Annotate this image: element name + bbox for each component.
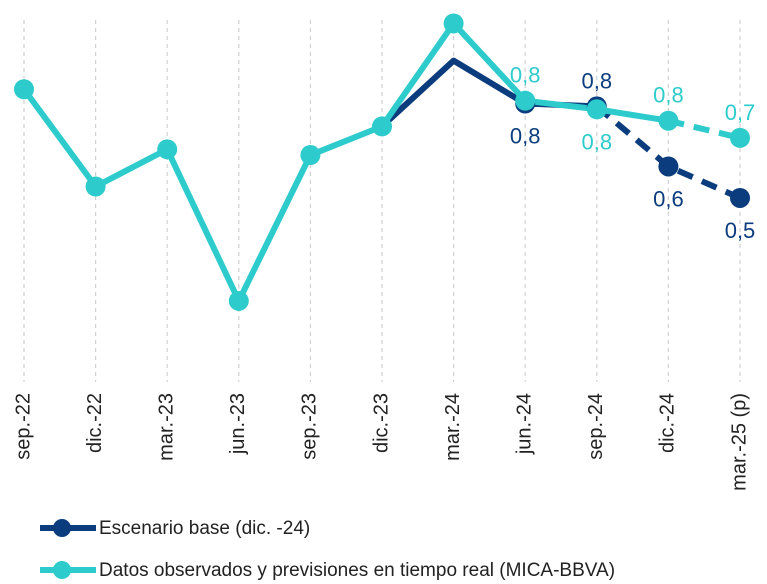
series-line <box>21 20 669 304</box>
marker <box>85 176 106 197</box>
x-tick-label: mar.-25 (p) <box>728 393 750 491</box>
marker <box>658 156 679 177</box>
value-label: 0,6 <box>653 186 684 211</box>
x-tick-label: sep.-23 <box>299 393 321 460</box>
value-label: 0,8 <box>510 124 541 149</box>
marker <box>443 13 464 34</box>
value-label: 0,8 <box>653 83 684 108</box>
x-tick-label: dic.-23 <box>370 393 392 453</box>
x-tick-label: jun.-23 <box>227 393 249 455</box>
value-label: 0,8 <box>582 68 613 93</box>
legend-label: Datos observados y previsiones en tiempo… <box>99 560 615 581</box>
legend-marker <box>53 561 71 579</box>
series-line <box>379 57 597 129</box>
x-tick-label: mar.-24 <box>442 393 464 461</box>
marker <box>730 127 750 148</box>
marker <box>14 79 34 100</box>
x-tick-label: jun.-24 <box>513 393 535 455</box>
x-tick-label: dic.-24 <box>657 393 679 453</box>
marker <box>586 99 607 120</box>
value-label: 0,7 <box>725 100 756 125</box>
marker <box>157 139 178 160</box>
value-label: 0,8 <box>510 63 541 88</box>
x-tick-label: dic.-22 <box>84 393 106 453</box>
series-line <box>667 117 741 141</box>
x-tick-label: sep.-24 <box>585 393 607 460</box>
value-label: 0,5 <box>725 218 756 243</box>
x-tick-label: sep.-22 <box>12 393 34 460</box>
marker <box>730 187 750 208</box>
x-tick-label: mar.-23 <box>155 393 177 461</box>
marker <box>658 110 679 131</box>
legend-label: Escenario base (dic. -24) <box>99 518 310 539</box>
legend-marker <box>53 519 71 537</box>
value-label: 0,8 <box>582 129 613 154</box>
marker <box>228 290 249 311</box>
marker <box>515 90 536 111</box>
marker <box>300 145 321 166</box>
marker <box>372 116 392 137</box>
